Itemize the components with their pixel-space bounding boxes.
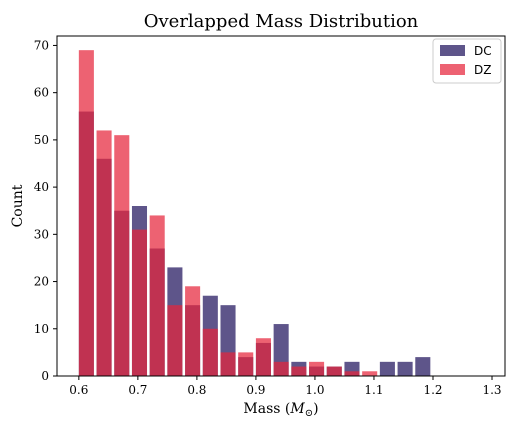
x-axis-label-close: ) <box>313 401 318 417</box>
bar-dz-11 <box>273 361 289 376</box>
bar-dz-15 <box>344 371 360 376</box>
x-axis-label-subscript: ⊙ <box>305 408 313 419</box>
bar-dz-3 <box>131 229 148 376</box>
x-axis: 0.6 0.7 0.8 0.9 1.0 1.1 1.2 1.3 <box>69 376 502 397</box>
bar-dz-8 <box>220 352 236 376</box>
x-axis-label-text: Mass ( <box>243 401 290 417</box>
bar-dz-5 <box>167 305 183 376</box>
y-tick-label: 50 <box>34 133 49 147</box>
bar-dc-17 <box>379 361 395 376</box>
legend: DC DZ <box>432 38 502 84</box>
x-axis-label-symbol: M <box>289 401 305 417</box>
x-tick-label: 0.6 <box>69 383 88 397</box>
bar-dz-1 <box>96 130 112 376</box>
bar-dz-12 <box>291 366 307 376</box>
bar-dz-7 <box>202 328 218 376</box>
legend-swatch-dz <box>440 64 465 75</box>
y-tick-label: 20 <box>34 275 49 289</box>
y-tick-label: 60 <box>34 86 49 100</box>
y-tick-label: 10 <box>34 322 49 336</box>
y-tick-label: 70 <box>34 38 49 52</box>
y-axis: 0 10 20 30 40 50 60 70 <box>34 38 57 383</box>
plot-frame <box>56 35 506 377</box>
bar-dc-18 <box>397 361 413 376</box>
y-tick-label: 40 <box>34 180 49 194</box>
bar-dz-13 <box>309 361 325 376</box>
legend-label-dz: DZ <box>474 63 491 77</box>
x-tick-label: 1.1 <box>364 383 383 397</box>
y-axis-label: Count <box>10 184 26 227</box>
y-tick-label: 30 <box>34 227 49 241</box>
y-tick-label: 0 <box>41 369 49 383</box>
bar-dz-6 <box>185 286 201 376</box>
x-axis-label: Mass (M⊙) <box>243 401 318 419</box>
bar-dz-0 <box>78 50 94 377</box>
bar-dz-10 <box>255 338 271 376</box>
bar-dz-9 <box>238 352 254 376</box>
bar-dc-19 <box>415 357 431 376</box>
x-tick-label: 1.2 <box>423 383 442 397</box>
legend-swatch-dc <box>440 45 465 56</box>
chart-title: Overlapped Mass Distribution <box>144 11 419 32</box>
x-tick-label: 0.7 <box>128 383 147 397</box>
bar-dz-2 <box>114 135 130 376</box>
legend-label-dc: DC <box>474 44 492 58</box>
x-tick-label: 0.8 <box>187 383 206 397</box>
x-tick-label: 1.3 <box>482 383 501 397</box>
bars-group <box>78 50 431 377</box>
x-tick-label: 1.0 <box>305 383 324 397</box>
bar-dz-14 <box>326 366 342 376</box>
bar-dz-16 <box>362 371 378 376</box>
bar-dz-4 <box>149 215 165 376</box>
x-tick-label: 0.9 <box>246 383 265 397</box>
